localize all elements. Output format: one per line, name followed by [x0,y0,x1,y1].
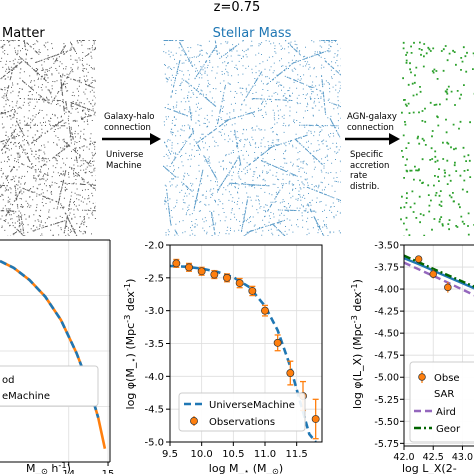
y-tick-label-5: -4.5 [144,405,164,416]
y-tick-label-7: -5.25 [374,395,399,406]
series-line-2 [403,254,474,288]
stellar-mass-function-chart: 9.5 10.0 10.5 11.0 11.5 -2.0 -2.5 -3.0 -3.5 -4.0 -… [122,241,323,474]
legend-swatch-obs [418,373,426,381]
x-tick-label-0: 42.0 [393,452,414,463]
field-sm-points [163,40,341,236]
x-axis-label: log M_⋆​ (M_⊙​) [209,462,283,474]
arrow-2-line-1: AGN-galaxy [347,112,397,122]
arrow-2-line-5: accretion [350,160,390,171]
x-tick-label-2: 43.0 [452,452,473,463]
x-tick-label-3: 11.0 [254,449,276,460]
field-dm-points [0,40,96,236]
x-tick-label-2: 10.5 [222,449,244,460]
y-tick-label-1: -2.5 [144,273,164,284]
data-point-1-0 [172,259,181,268]
y-tick-label-9: -5.75 [374,439,399,450]
x-tick-label-0: 9.5 [162,449,178,460]
x-tick-label-1: 42.5 [423,452,444,463]
stellar-mass-field [163,40,341,236]
arrow-1-label-bottom: Universe Machine [106,150,143,171]
legend-swatch-observations [190,417,198,425]
series-line-0 [0,259,107,449]
data-point-1-3 [210,270,219,279]
series-line-1 [403,261,474,297]
figure-title: z=0.75 [213,0,261,15]
halo-mass-function-chart: 14 15 od eMachine M_⊙​ h-1​) [0,239,115,474]
field-dm-particles [0,40,96,236]
arrow-2-label-top: AGN-galaxy connection [347,112,397,133]
arrow-1-line-4: Universe [106,150,144,160]
arrow-1-label-top: Galaxy-halo connection [104,112,155,133]
legend-entry-3: Geor [436,424,461,435]
y-tick-label-0: -2.0 [144,241,164,252]
y-axis-label: log φ(M_⋆​) (Mpc-3​ dex-1​) [122,279,138,410]
legend-box [0,365,99,407]
y-tick-label-4: -4.50 [374,329,399,340]
stellar-mass-title: Stellar Mass [212,26,292,41]
field-agn-points [400,41,474,236]
arrow-2-label-bottom: Specific accretion rate distrib. [350,150,389,192]
legend-entry-0: od [2,375,14,386]
y-tick-label-0: -3.50 [374,241,399,252]
field-sm-particles [163,40,341,236]
x-tick-label-1: 15 [102,469,115,474]
arrow-2-line-7: distrib. [350,181,380,192]
legend-label-universemachine: UniverseMachine [209,400,295,411]
data-point-1-11 [311,415,320,423]
legend-entry-1: SAR [434,389,454,400]
dark-matter-title: Matter [2,26,45,41]
y-tick-label-6: -5.00 [374,373,399,384]
data-point-1-2 [197,267,206,276]
data-point-1-4 [223,273,231,282]
x-tick-label-0: 14 [62,469,75,474]
arrow-1-line-2: connection [104,122,151,133]
x-axis-label: M_⊙​ h-1​) [26,460,71,474]
data-point-1-5 [235,279,244,288]
y-tick-label-2: -3.0 [144,306,164,317]
x-tick-label-1: 10.0 [191,449,213,460]
legend-entry-1: eMachine [2,391,50,402]
legend-label-observations: Observations [209,417,275,428]
series-line-0 [403,257,474,290]
y-tick-label-6: -5.0 [144,438,164,449]
y-tick-label-3: -4.25 [374,307,399,318]
x-ray-luminosity-function-chart: -3.50 -3.75 -4.00 -4.25 -4.50 -4.75 -5.00 -5.25… [350,241,474,474]
legend-box [409,361,474,443]
legend-entry-2: Aird [436,407,456,418]
arrow-2-icon [345,133,400,145]
data-point-1-8 [273,338,282,347]
x-axis-label: log L_X(2- [402,462,457,474]
arrow-1-line-5: Machine [106,160,142,171]
y-tick-label-3: -3.5 [144,339,164,350]
agn-field [400,41,474,236]
arrow-2-line-4: Specific [350,150,384,160]
data-point-1-1 [185,263,193,272]
y-tick-label-5: -4.75 [374,351,399,362]
arrow-2-line-6: rate [350,171,368,181]
data-point-1-9 [286,369,295,377]
y-axis-label: log φ(L_X) (Mpc-3​ dex-1​) [350,279,364,409]
arrow-1-icon [102,133,161,145]
data-point-0 [414,255,423,263]
y-tick-label-8: -5.50 [374,417,399,428]
data-point-1-7 [261,306,269,315]
y-tick-label-1: -3.75 [374,263,399,274]
series-line-1 [0,259,100,418]
data-point-1-6 [248,287,257,295]
y-tick-label-2: -4.00 [374,285,399,296]
arrow-1-line-1: Galaxy-halo [104,112,155,122]
dark-matter-field [0,40,96,236]
legend-box [178,392,306,432]
y-tick-label-4: -4.0 [144,372,164,383]
legend-entry-0: Obse [434,373,460,384]
data-point-1 [429,270,437,278]
data-point-2 [444,283,452,292]
arrow-2-line-2: connection [347,122,394,133]
field-agn-particles [400,41,474,236]
x-tick-label-4: 11.5 [286,449,308,460]
